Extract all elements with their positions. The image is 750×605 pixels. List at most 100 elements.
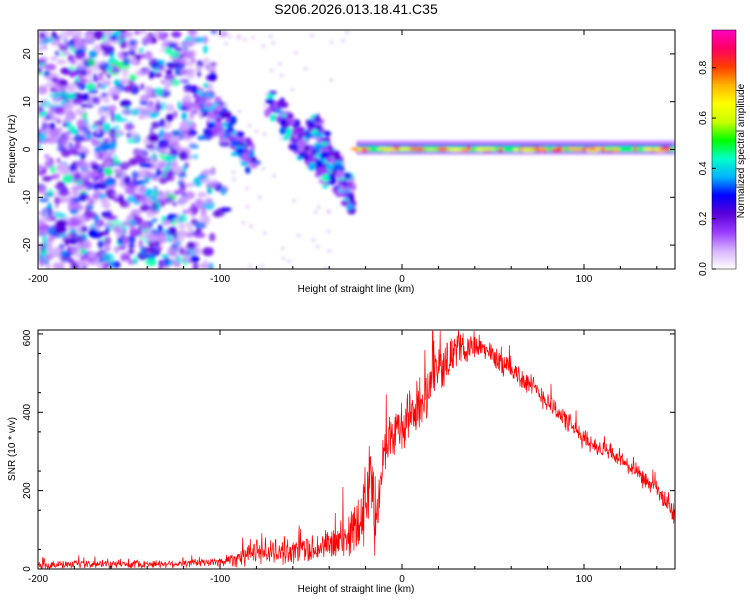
noise-blob [49, 92, 61, 99]
noise-blob [158, 259, 163, 267]
noise-blob [156, 192, 168, 200]
noise-blob [87, 251, 96, 258]
noise-blob [102, 252, 115, 263]
noise-blob [133, 200, 141, 206]
signal-blob [296, 126, 306, 132]
noise-blob [122, 171, 127, 178]
noise-blob [329, 40, 334, 44]
noise-blob [193, 36, 206, 43]
noise-blob [182, 209, 187, 216]
x-tick-label: -200 [28, 574, 48, 585]
noise-blob [198, 173, 209, 181]
noise-blob [201, 179, 212, 184]
noise-blob [292, 199, 296, 203]
snr-plot-area [38, 330, 675, 569]
noise-blob [104, 236, 112, 246]
noise-blob [202, 169, 214, 175]
signal-blob [235, 147, 245, 155]
noise-blob [167, 150, 176, 157]
noise-blob [59, 167, 70, 175]
signal-blob [350, 208, 356, 214]
noise-blob [81, 244, 86, 249]
signal-blob [350, 182, 357, 191]
noise-blob [271, 41, 276, 45]
noise-blob [129, 225, 136, 232]
noise-blob [94, 146, 102, 154]
noise-blob [279, 137, 284, 141]
noise-blob [257, 195, 262, 199]
noise-blob [186, 222, 190, 227]
noise-blob [47, 246, 54, 255]
noise-blob [165, 174, 175, 182]
signal-blob [275, 100, 286, 106]
noise-blob [268, 34, 273, 39]
noise-blob [75, 108, 82, 116]
noise-blob [64, 236, 70, 246]
noise-blob [124, 255, 131, 261]
signal-blob [335, 170, 344, 180]
carrier-peak [521, 147, 534, 152]
y-tick-label: 10 [22, 96, 33, 108]
noise-blob [179, 121, 190, 130]
noise-blob [169, 50, 180, 59]
noise-blob [49, 127, 61, 137]
noise-blob [88, 50, 98, 59]
noise-blob [96, 124, 101, 135]
noise-blob [42, 123, 50, 128]
spectrogram-y-label: Frequency (Hz) [7, 115, 18, 184]
carrier-peak [604, 146, 616, 151]
signal-blob [279, 127, 287, 135]
x-tick-label: -200 [28, 274, 48, 285]
noise-blob [120, 222, 133, 227]
signal-blob [344, 172, 352, 180]
noise-blob [74, 141, 82, 149]
noise-blob [38, 67, 43, 74]
signal-blob [215, 104, 223, 112]
noise-blob [329, 78, 333, 82]
noise-blob [128, 49, 136, 54]
noise-blob [141, 169, 147, 178]
noise-blob [102, 122, 111, 132]
carrier-peak [513, 148, 519, 152]
signal-blob [267, 93, 275, 99]
colorbar-tick-label: 0.4 [698, 161, 709, 175]
noise-blob [68, 237, 78, 245]
spectrogram-plot-area [38, 30, 675, 269]
noise-blob [139, 204, 151, 212]
noise-blob [154, 72, 162, 78]
noise-blob [70, 128, 80, 135]
noise-blob [242, 38, 247, 42]
noise-blob [220, 186, 227, 196]
noise-blob [151, 217, 158, 223]
noise-blob [263, 104, 267, 108]
noise-blob [98, 176, 105, 183]
noise-blob [65, 110, 76, 120]
signal-blob [275, 115, 282, 123]
noise-blob [261, 44, 266, 48]
noise-blob [69, 70, 77, 78]
noise-blob [75, 134, 81, 141]
noise-blob [132, 56, 136, 65]
noise-blob [149, 127, 154, 134]
noise-blob [78, 128, 84, 134]
signal-blob [321, 173, 331, 182]
noise-blob [66, 119, 71, 129]
signal-blob [292, 134, 299, 140]
noise-blob [326, 209, 331, 213]
noise-blob [111, 260, 121, 269]
carrier-peak [382, 147, 396, 152]
snr-y-label: SNR (10 * v/v) [7, 417, 18, 481]
noise-blob [155, 98, 161, 109]
noise-blob [181, 111, 187, 122]
noise-blob [207, 262, 214, 269]
carrier-peak [593, 146, 603, 151]
noise-blob [180, 69, 192, 76]
signal-blob [265, 98, 275, 104]
noise-blob [73, 37, 86, 45]
noise-blob [237, 34, 241, 38]
noise-blob [204, 197, 214, 205]
signal-blob [203, 103, 213, 108]
noise-blob [341, 39, 345, 43]
noise-blob [251, 36, 255, 40]
